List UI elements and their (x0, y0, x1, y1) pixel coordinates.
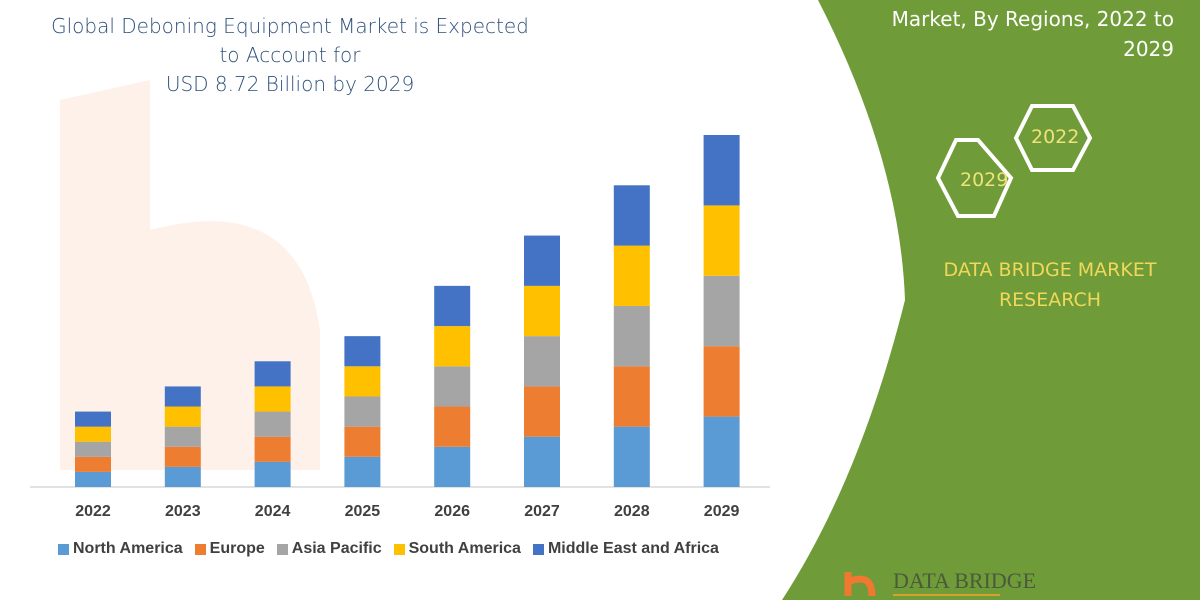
legend-label: North America (73, 540, 183, 557)
legend-item: Europe (194, 540, 265, 558)
panel-title-line: Market, By Regions, 2022 to (891, 7, 1174, 31)
title-line: Global Deboning Equipment Market is Expe… (51, 14, 529, 67)
legend-label: South America (408, 540, 521, 557)
x-tick-label: 2027 (524, 503, 560, 520)
legend: North America Europe Asia Pacific South Ame… (58, 540, 719, 558)
brand-line: RESEARCH (998, 289, 1102, 311)
green-panel (782, 0, 1200, 600)
bar-segment (75, 411, 111, 427)
bar-segment (703, 346, 740, 417)
bar-segment (613, 366, 650, 427)
bar-segment (703, 205, 740, 276)
legend-label: Europe (209, 540, 265, 557)
bar-segment (254, 361, 291, 387)
logo-text: DATA BRIDGE (893, 568, 1037, 593)
x-tick-label: 2028 (614, 503, 650, 520)
legend-item: Middle East and Africa (532, 540, 719, 558)
bar-segment (703, 275, 740, 347)
bar-segment (344, 426, 381, 457)
panel-title: Market, By Regions, 2022 to 2029 (844, 4, 1174, 64)
bar-segment (75, 471, 111, 487)
bar-segment (524, 386, 560, 437)
hex-label-2022: 2022 (1031, 126, 1080, 148)
x-tick-label: 2029 (703, 503, 740, 520)
bar-segment (164, 426, 201, 447)
x-tick-label: 2024 (254, 503, 291, 520)
panel-title-line: 2029 (1123, 37, 1174, 61)
bar-segment (254, 386, 291, 412)
bar-segment (164, 446, 201, 467)
hexagon-2029 (935, 138, 1014, 218)
bar-segment (524, 235, 560, 286)
bar-segment (344, 396, 381, 427)
logo-icon (844, 572, 876, 597)
bar-segment (524, 436, 560, 487)
bar-segment (703, 135, 740, 206)
bar-segment (434, 366, 471, 407)
x-tick-label: 2022 (75, 503, 111, 520)
bar-segment (75, 441, 111, 457)
legend-item: North America (58, 540, 183, 558)
x-tick-label: 2023 (165, 503, 201, 520)
bar-segment (703, 416, 740, 487)
legend-item: Asia Pacific (276, 540, 382, 558)
bar-segment (524, 285, 560, 337)
bar-segment (254, 436, 291, 462)
bar-segment (254, 461, 291, 487)
bar-segment (75, 456, 111, 472)
bar-segment (164, 466, 201, 487)
bar-segment (434, 326, 471, 367)
x-tick-label: 2025 (344, 503, 381, 520)
bar-segment (254, 411, 291, 437)
legend-item: South America (393, 540, 521, 558)
legend-swatch (58, 543, 69, 555)
bar-segment (613, 426, 650, 487)
chart-title: Global Deboning Equipment Market is Expe… (40, 12, 540, 99)
bar-segment (344, 456, 381, 487)
bar-segment (613, 185, 650, 246)
bar-segment (524, 336, 560, 387)
legend-swatch (393, 543, 405, 555)
legend-swatch (276, 543, 288, 555)
bar-segment (344, 336, 381, 367)
bar-segment (613, 245, 650, 306)
bar-segment (434, 285, 471, 327)
legend-label: Asia Pacific (291, 540, 382, 557)
legend-swatch (194, 543, 206, 555)
bar-segment (613, 305, 650, 367)
legend-label: Middle East and Africa (547, 540, 719, 557)
legend-swatch (532, 543, 544, 555)
bar-segment (75, 426, 111, 442)
bar-segment (164, 406, 201, 427)
chart (30, 135, 770, 488)
brand-text: DATA BRIDGE MARKET RESEARCH (925, 255, 1175, 315)
hexagon-2022 (1013, 104, 1093, 172)
title-line: USD 8.72 Billion by 2029 (165, 72, 415, 96)
bar-segment (164, 386, 201, 407)
x-tick-label: 2026 (434, 503, 470, 520)
bar-segment (434, 406, 471, 447)
bar-segment (434, 446, 471, 487)
bar-segment (344, 366, 381, 397)
hex-label-2029: 2029 (960, 169, 1009, 191)
brand-line: DATA BRIDGE MARKET (943, 259, 1157, 281)
